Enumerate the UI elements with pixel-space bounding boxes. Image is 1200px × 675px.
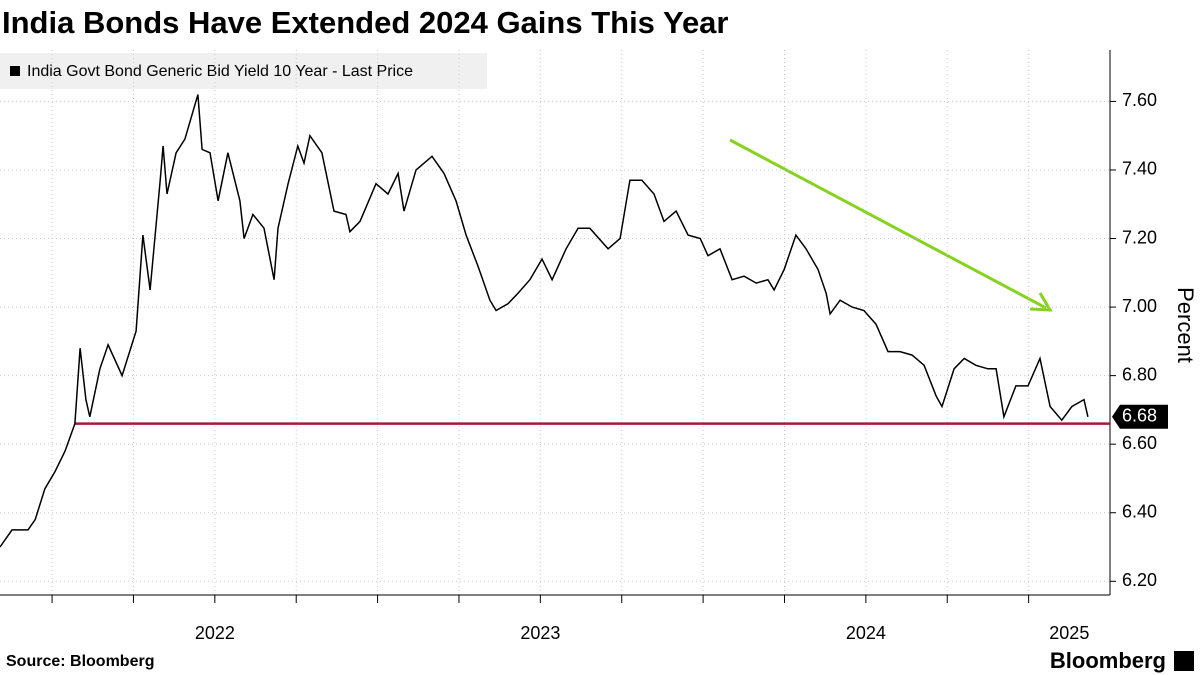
y-tick-label: 7.00 (1122, 296, 1157, 316)
series-line (0, 94, 1089, 548)
y-tick-label: 6.40 (1122, 501, 1157, 521)
y-tick-label: 6.60 (1122, 433, 1157, 453)
x-tick-label: 2025 (1049, 623, 1089, 643)
x-tick-label: 2023 (520, 623, 560, 643)
y-tick-label: 6.20 (1122, 570, 1157, 590)
legend-box (0, 53, 487, 89)
last-value-box (1112, 404, 1168, 429)
x-tick-label: 2022 (195, 623, 235, 643)
brand-icon (1174, 651, 1194, 671)
x-tick-label: 2024 (846, 623, 886, 643)
trend-arrow-head (1029, 292, 1053, 312)
legend-label: India Govt Bond Generic Bid Yield 10 Yea… (27, 63, 413, 80)
brand: Bloomberg (1050, 648, 1166, 673)
y-tick-label: 7.20 (1122, 227, 1157, 247)
source: Source: Bloomberg (6, 653, 154, 670)
legend-swatch (10, 66, 20, 76)
chart-title: India Bonds Have Extended 2024 Gains Thi… (2, 5, 729, 40)
y-tick-label: 6.80 (1122, 364, 1157, 384)
y-tick-label: 7.60 (1122, 90, 1157, 110)
y-axis-label: Percent (1173, 287, 1198, 363)
trend-arrow (729, 138, 1047, 310)
last-value-label: 6.68 (1122, 406, 1157, 426)
y-tick-label: 7.40 (1122, 159, 1157, 179)
